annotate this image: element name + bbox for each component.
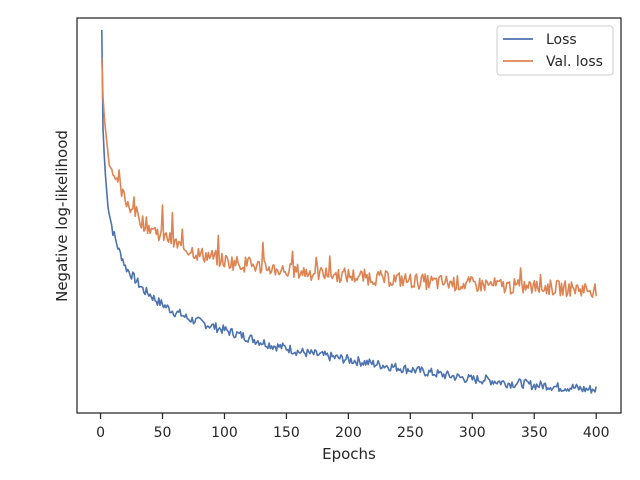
legend: Loss Val. loss [496, 25, 614, 76]
x-tick-label: 400 [583, 425, 610, 441]
x-tick-label: 100 [211, 425, 238, 441]
x-tick-label: 350 [521, 425, 548, 441]
series-layer [101, 29, 597, 394]
legend-label: Val. loss [546, 54, 603, 70]
x-tick-label: 200 [335, 425, 362, 441]
series-line-loss [101, 29, 597, 394]
x-tick-label: 50 [154, 425, 172, 441]
x-tick-label: 250 [397, 425, 424, 441]
plot-frame [76, 17, 622, 414]
legend-label: Loss [546, 32, 577, 48]
x-tick-label: 300 [459, 425, 486, 441]
series-line-val-loss [101, 57, 597, 299]
x-tick-label: 150 [273, 425, 300, 441]
x-axis-ticks: 0 50 100 150 200 250 300 350 400 [96, 413, 610, 441]
x-tick-label: 0 [96, 425, 105, 441]
plot-area [77, 18, 621, 413]
y-axis-label: Negative log-likelihood [53, 130, 71, 302]
x-axis-label: Epochs [322, 445, 376, 463]
